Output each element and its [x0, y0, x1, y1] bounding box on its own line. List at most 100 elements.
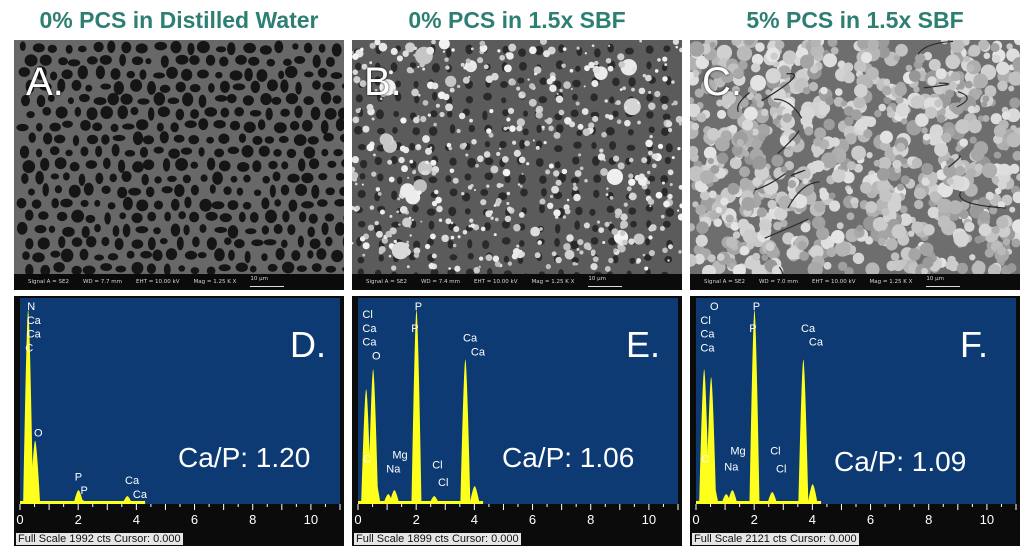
sem-particle	[516, 118, 526, 127]
sem-pore	[377, 173, 384, 182]
sem-particle	[431, 82, 439, 90]
sem-particle	[391, 241, 410, 260]
sem-particle	[352, 156, 359, 164]
sem-pore	[40, 264, 51, 277]
sem-pore	[130, 79, 143, 92]
sem-cluster	[895, 43, 908, 57]
sem-particle	[398, 223, 401, 226]
sem-particle	[588, 61, 595, 69]
sem-pore	[131, 239, 144, 249]
sem-particle	[535, 107, 541, 114]
sem-cluster	[872, 217, 888, 232]
eds-peak-label: Ca	[362, 323, 377, 335]
sem-particle	[431, 40, 436, 45]
sem-cluster	[864, 236, 874, 245]
sem-pore	[280, 184, 290, 196]
sem-cluster	[807, 261, 823, 277]
sem-particle	[448, 267, 451, 270]
sem-cluster	[911, 221, 924, 234]
sem-particle	[473, 266, 480, 274]
sem-pore	[242, 201, 252, 210]
sem-pore	[71, 209, 85, 223]
sem-particle	[429, 146, 433, 149]
eds-peak-label: C	[701, 453, 709, 465]
sem-pore	[293, 134, 307, 146]
sem-particle	[612, 155, 620, 162]
sem-info-bar-a: Signal A = SE2 WD = 7.7 mm EHT = 10.00 k…	[14, 274, 344, 290]
sem-pore	[265, 107, 273, 121]
sem-particle	[625, 106, 628, 109]
sem-particle	[608, 257, 614, 264]
sem-cluster	[709, 64, 724, 79]
sem-pore	[409, 142, 416, 151]
sem-pore	[591, 142, 597, 150]
sem-particle	[489, 109, 494, 114]
sem-pore	[48, 225, 56, 233]
sem-particle	[606, 187, 609, 190]
sem-particle	[486, 128, 492, 134]
sem-particle	[359, 80, 367, 88]
sem-particle	[471, 139, 477, 145]
sem-pore	[32, 43, 45, 53]
sem-pore	[53, 134, 66, 144]
sem-pore	[484, 157, 494, 166]
sem-cluster	[825, 96, 834, 106]
sem-pore	[660, 175, 669, 184]
sem-particle	[400, 117, 407, 124]
sem-pore	[198, 94, 207, 108]
sem-pore	[38, 211, 49, 220]
sem-particle	[537, 240, 542, 245]
sem-particle	[460, 62, 465, 67]
sem-cluster	[739, 166, 750, 178]
sem-pore	[274, 199, 282, 207]
sem-particle	[648, 102, 656, 110]
eds-peak-label: C	[363, 453, 371, 465]
sem-pore	[295, 183, 308, 197]
sem-pore	[130, 106, 139, 116]
sem-pore	[467, 157, 477, 168]
sem-cluster	[751, 53, 764, 66]
sem-pore	[445, 175, 452, 183]
sem-cluster	[695, 204, 707, 216]
sem-particle	[607, 65, 614, 72]
sem-pore	[215, 71, 223, 79]
sem-particle	[502, 168, 511, 177]
sem-particle	[509, 125, 516, 132]
sem-particle	[478, 265, 481, 268]
eds-tick-label: 10	[642, 512, 656, 527]
sem-pore	[107, 92, 120, 106]
sem-pore	[80, 119, 91, 131]
sem-cluster	[937, 215, 951, 229]
sem-cluster	[990, 42, 1000, 53]
sem-pore	[238, 133, 247, 143]
sem-pore	[318, 43, 326, 53]
sem-cluster	[921, 267, 929, 275]
sem-pore	[393, 110, 400, 118]
eds-plot-area	[358, 298, 678, 504]
sem-particle	[436, 205, 443, 213]
eds-tick-label: 0	[692, 512, 699, 527]
sem-particle	[406, 240, 410, 244]
sem-particle	[614, 102, 618, 105]
sem-cluster	[830, 229, 845, 244]
sem-particle	[633, 233, 645, 245]
sem-pore	[137, 98, 150, 105]
eds-peak-label: Na	[724, 461, 739, 473]
sem-pore	[122, 123, 135, 130]
sem-pore	[153, 92, 166, 106]
sem-particle	[611, 228, 619, 235]
sem-pore	[390, 62, 398, 73]
sem-particle	[516, 125, 523, 132]
eds-footer-d: Full Scale 1992 cts Cursor: 0.000	[16, 533, 183, 545]
sem-cluster	[921, 177, 931, 186]
sem-pore	[337, 107, 344, 120]
sem-cluster	[908, 248, 921, 261]
sem-pore	[175, 54, 189, 65]
sem-particle	[597, 153, 606, 161]
sem-particle	[661, 103, 668, 110]
sem-pore	[519, 139, 526, 150]
sem-pore	[539, 77, 548, 85]
sem-cluster	[812, 160, 825, 173]
eds-peak-label: O	[372, 351, 381, 363]
